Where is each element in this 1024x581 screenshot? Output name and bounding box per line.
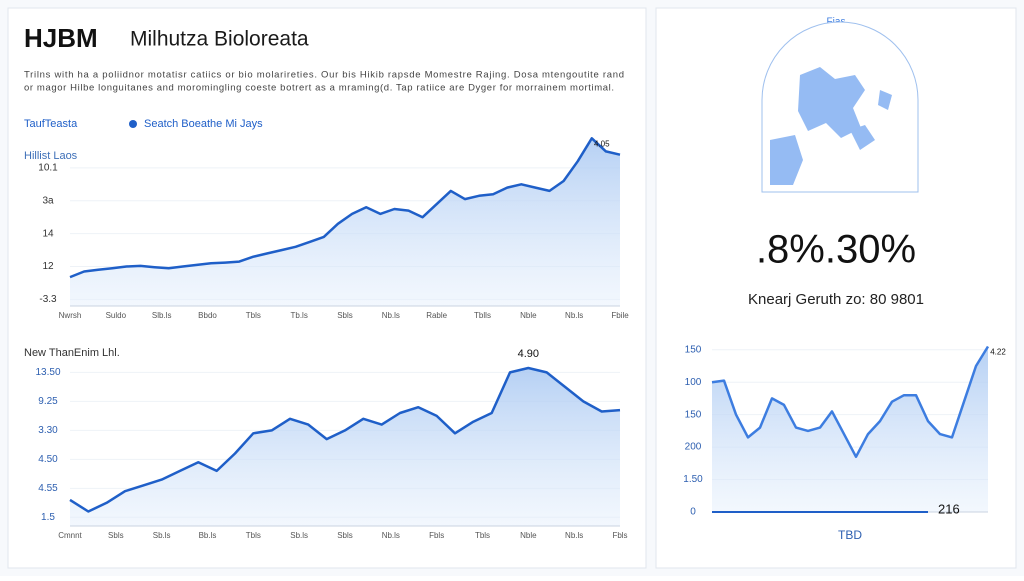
y-tick-label: 3a: [42, 195, 54, 206]
y-tick-label: 14: [42, 228, 54, 239]
y-tick-label: 0: [690, 507, 696, 518]
callout: 216: [938, 501, 960, 516]
kpi-caption: Knearj Geruth zo: 80 9801: [748, 291, 924, 308]
line: [69, 366, 621, 513]
legend-label: Seatch Boeathe Mi Jays: [144, 118, 263, 130]
annotation: 4.05: [594, 139, 610, 148]
logo: HJBM: [24, 23, 98, 53]
x-tick-label: Nb.ls: [382, 531, 400, 540]
x-tick-label: Fbile: [611, 311, 629, 320]
x-tick-label: Rable: [426, 311, 447, 320]
title: Milhutza Bioloreata: [130, 28, 309, 51]
y-tick-label: 4.50: [38, 454, 58, 465]
x-tick-label: Nble: [520, 531, 537, 540]
x-tick-label: Sb.ls: [153, 531, 171, 540]
x-tick-label: Tbls: [246, 531, 261, 540]
legend-title: TaufTeasta: [24, 118, 78, 130]
x-axis-label: TBD: [838, 528, 862, 542]
description: or magor Hilbe longuitanes and moromingl…: [24, 83, 614, 94]
x-tick-label: Suldo: [106, 311, 127, 320]
map-regions: [770, 67, 892, 185]
y-tick-label: 1.5: [41, 512, 55, 523]
y-tick-label: 13.50: [35, 367, 60, 378]
annotation: 4.22: [990, 348, 1006, 357]
y-tick-label: 150: [685, 409, 702, 420]
x-tick-label: Tbls: [246, 311, 261, 320]
y-tick-label: 3.30: [38, 425, 58, 436]
line: [69, 137, 621, 279]
x-tick-label: Nb.ls: [565, 531, 583, 540]
y-tick-label: 1.50: [683, 474, 703, 485]
chart-title: New ThanEnim Lhl.: [24, 347, 120, 359]
kpi-value: .8%.30%: [756, 228, 916, 272]
y-tick-label: 4.55: [38, 483, 58, 494]
x-tick-label: Nb.ls: [565, 311, 583, 320]
x-tick-label: Nwrsh: [59, 311, 82, 320]
area: [712, 346, 988, 512]
x-tick-label: Tbls: [475, 531, 490, 540]
area: [70, 368, 620, 526]
x-tick-label: Tb.ls: [290, 311, 307, 320]
x-tick-label: Cmnnt: [58, 531, 82, 540]
description: Trilns with ha a poliidnor motatisr cati…: [24, 70, 624, 81]
x-tick-label: Bbdo: [198, 311, 217, 320]
y-tick-label: 12: [42, 261, 54, 272]
x-tick-label: Sb.ls: [290, 531, 308, 540]
x-tick-label: Fbls: [612, 531, 627, 540]
legend-dot: [129, 120, 137, 128]
line: [711, 345, 990, 459]
x-tick-label: Tblls: [474, 311, 491, 320]
x-tick-label: Sbls: [337, 531, 353, 540]
x-tick-label: Nble: [520, 311, 537, 320]
x-tick-label: Slb.ls: [152, 311, 172, 320]
y-axis-label: Hillist Laos: [24, 150, 78, 162]
y-tick-label: 150: [685, 344, 702, 355]
annotation: 4.90: [518, 348, 539, 360]
x-tick-label: Sbls: [108, 531, 124, 540]
x-tick-label: Nb.ls: [382, 311, 400, 320]
x-tick-label: Bb.ls: [199, 531, 217, 540]
y-tick-label: 100: [685, 377, 702, 388]
y-tick-label: -3.3: [39, 294, 57, 305]
y-tick-label: 9.25: [38, 396, 58, 407]
y-tick-label: 200: [685, 442, 702, 453]
x-tick-label: Sbls: [337, 311, 353, 320]
x-tick-label: Fbls: [429, 531, 444, 540]
y-tick-label: 10.1: [38, 163, 58, 174]
